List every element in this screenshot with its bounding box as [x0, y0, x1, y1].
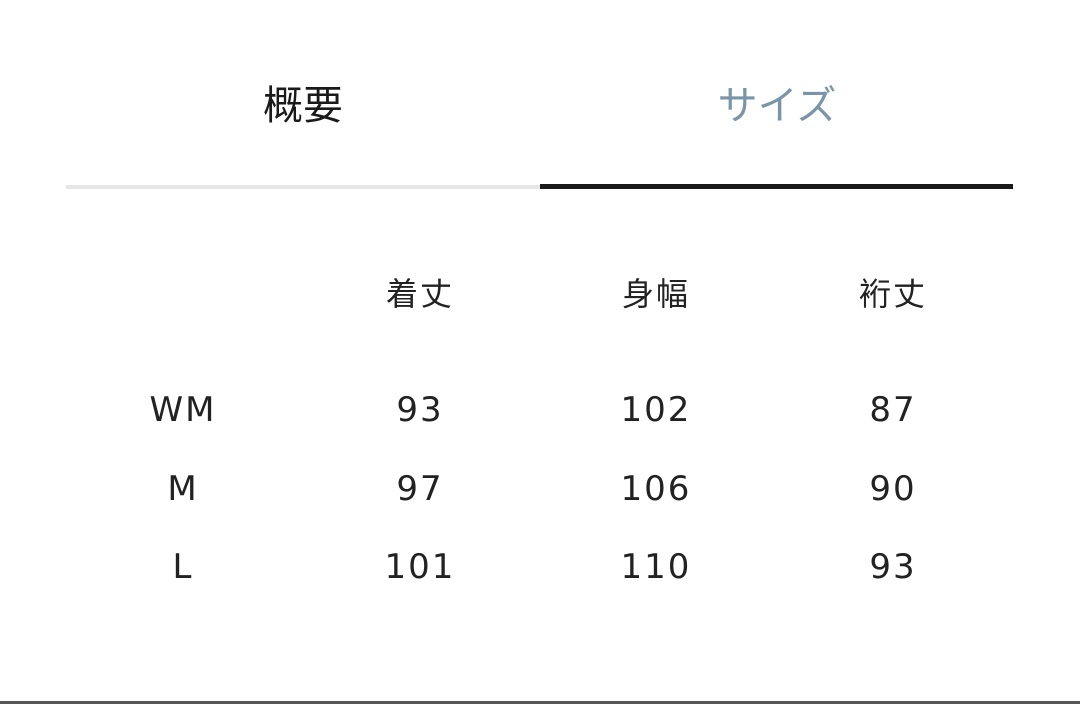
table-cell: 106 — [620, 469, 692, 509]
column-header: 裄丈 — [858, 275, 927, 313]
table-cell: 93 — [869, 547, 917, 587]
table-cell: 87 — [869, 390, 917, 430]
tab-indicator-active — [540, 184, 1013, 189]
row-label: M — [167, 469, 199, 509]
table-cell: 102 — [620, 390, 692, 430]
table-cell: 97 — [396, 469, 444, 509]
column-header: 着丈 — [385, 275, 454, 313]
tab-overview[interactable]: 概要 — [263, 83, 343, 129]
bottom-divider — [0, 701, 1080, 704]
table-cell: 101 — [384, 547, 456, 587]
table-cell: 90 — [869, 469, 917, 509]
column-header: 身幅 — [621, 275, 690, 313]
row-label: WM — [149, 390, 217, 430]
tab-size[interactable]: サイズ — [717, 83, 837, 129]
tab-indicator-inactive — [66, 185, 540, 189]
table-cell: 93 — [396, 390, 444, 430]
table-cell: 110 — [620, 547, 692, 587]
row-label: L — [172, 547, 194, 587]
